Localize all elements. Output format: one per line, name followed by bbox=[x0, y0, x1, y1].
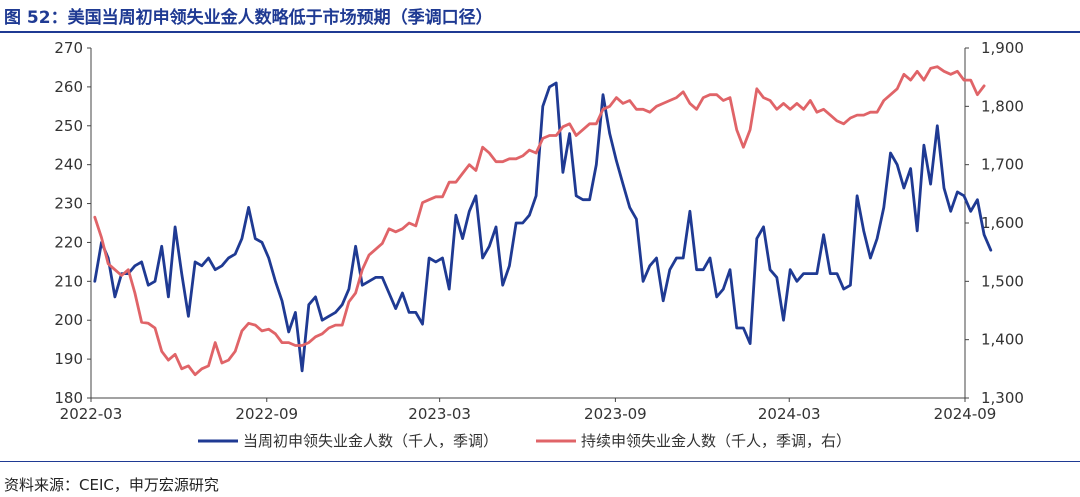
right-axis-tick-labels: 1,300 1,400 1,500 1,600 1,700 1,800 1,900 bbox=[965, 39, 1024, 407]
left-axis-tick-label: 180 bbox=[54, 389, 83, 407]
right-axis-tick-label: 1,300 bbox=[981, 389, 1024, 407]
left-axis-tick-labels: 180 190 200 210 220 230 240 250 260 270 bbox=[54, 39, 91, 407]
source-note: 资料来源：CEIC，申万宏源研究 bbox=[4, 476, 219, 494]
legend-label: 当周初申领失业金人数（千人，季调） bbox=[243, 432, 498, 450]
series-line-0 bbox=[93, 81, 993, 373]
x-axis-tick-label: 2022-09 bbox=[235, 405, 298, 423]
x-axis-tick-label: 2024-09 bbox=[934, 405, 997, 423]
left-axis-tick-label: 270 bbox=[54, 39, 83, 57]
right-axis-tick-label: 1,500 bbox=[981, 272, 1024, 290]
x-axis-tick-label: 2024-03 bbox=[758, 405, 821, 423]
left-axis-tick-label: 200 bbox=[54, 311, 83, 329]
right-axis-tick-label: 1,900 bbox=[981, 39, 1024, 57]
title-divider bbox=[0, 31, 1080, 33]
legend: 当周初申领失业金人数（千人，季调） 持续申领失业金人数（千人，季调，右） bbox=[198, 432, 851, 450]
x-axis-tick-label: 2023-03 bbox=[408, 405, 471, 423]
series-line-1 bbox=[93, 65, 986, 377]
chart-title: 图 52：美国当周初申领失业金人数略低于市场预期（季调口径） bbox=[4, 8, 493, 28]
legend-label: 持续申领失业金人数（千人，季调，右） bbox=[581, 432, 851, 450]
source-divider bbox=[0, 461, 1080, 462]
left-axis-tick-label: 240 bbox=[54, 156, 83, 174]
left-axis-tick-label: 210 bbox=[54, 272, 83, 290]
left-axis-tick-label: 260 bbox=[54, 78, 83, 96]
right-axis-tick-label: 1,400 bbox=[981, 331, 1024, 349]
left-axis-tick-label: 230 bbox=[54, 195, 83, 213]
x-axis-tick-label: 2023-09 bbox=[584, 405, 647, 423]
series-lines bbox=[93, 65, 993, 377]
x-axis-tick-labels: 2022-03 2022-09 2023-03 2023-09 2024-03 2024-… bbox=[60, 398, 997, 423]
x-axis-tick-label: 2022-03 bbox=[60, 405, 123, 423]
right-axis-tick-label: 1,600 bbox=[981, 214, 1024, 232]
right-axis-tick-label: 1,700 bbox=[981, 156, 1024, 174]
axes bbox=[90, 48, 966, 399]
left-axis-tick-label: 190 bbox=[54, 350, 83, 368]
left-axis-tick-label: 250 bbox=[54, 117, 83, 135]
right-axis-tick-label: 1,800 bbox=[981, 97, 1024, 115]
left-axis-tick-label: 220 bbox=[54, 233, 83, 251]
